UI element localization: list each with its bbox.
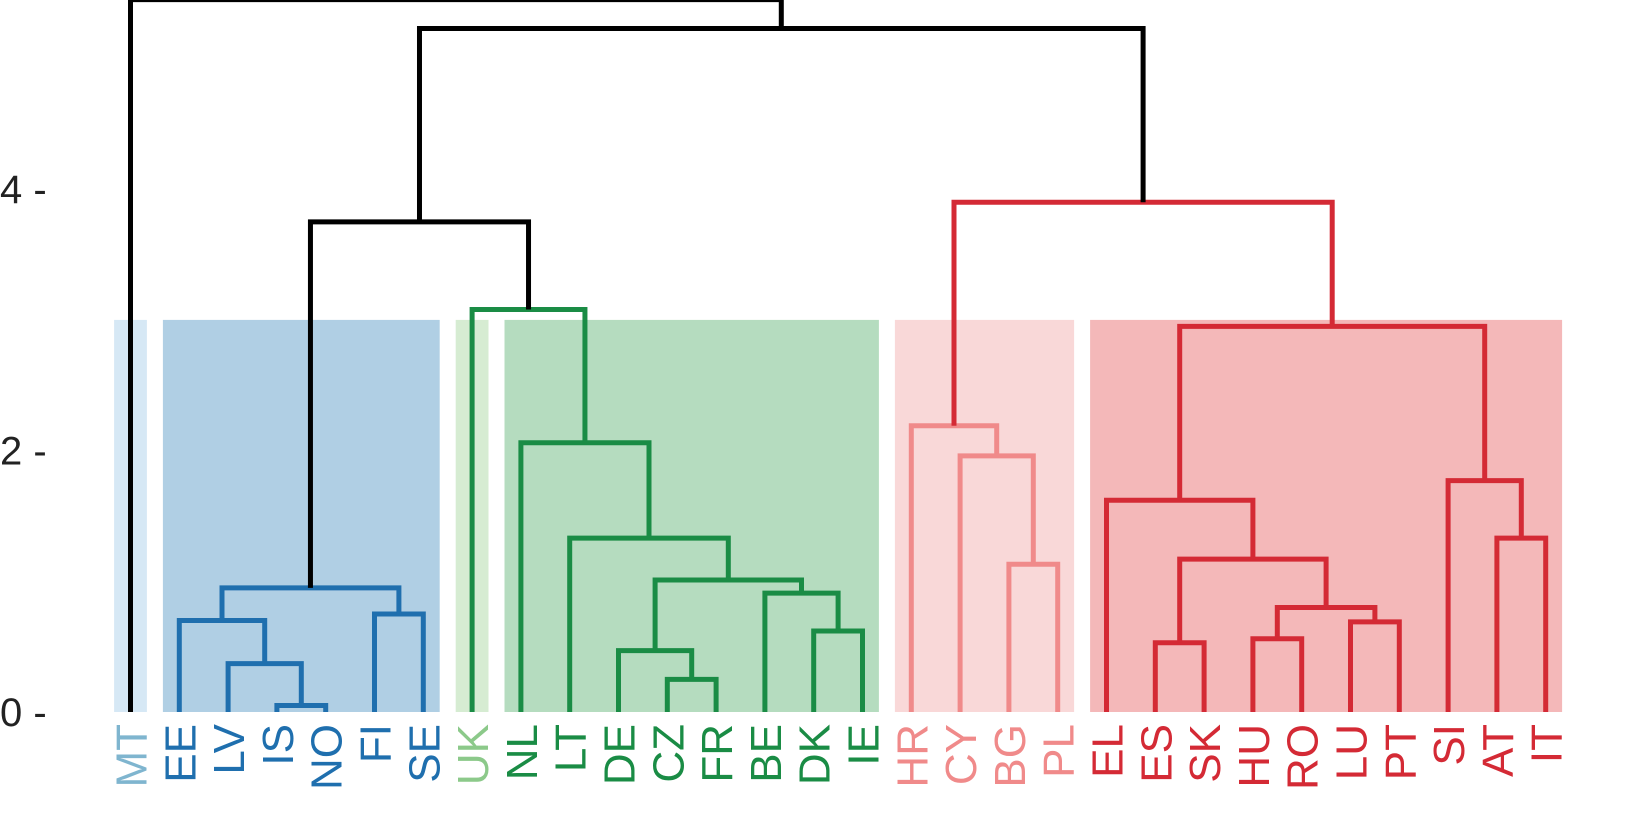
leaf-label-lu: LU xyxy=(1328,724,1377,780)
leaf-label-nl: NL xyxy=(498,724,547,780)
leaf-label-pl: PL xyxy=(1035,724,1084,778)
leaf-label-mt: MT xyxy=(108,724,157,788)
y-tick-label-0: 0 - xyxy=(0,691,47,735)
leaf-label-cy: CY xyxy=(937,724,986,785)
leaf-labels: MT EE LV IS NO FI SE UK NL LT DE CZ FR BE DK IE HR CY BG PL… xyxy=(108,723,1572,790)
leaf-label-lt: LT xyxy=(547,724,596,772)
leaf-label-lv: LV xyxy=(205,723,254,774)
leaf-label-fr: FR xyxy=(693,724,742,783)
leaf-label-ee: EE xyxy=(156,724,205,783)
dendrogram-link-27 xyxy=(416,25,1146,222)
leaf-label-bg: BG xyxy=(986,724,1035,788)
dendrogram-links xyxy=(128,0,1549,712)
leaf-label-no: NO xyxy=(303,724,352,790)
leaf-label-ie: IE xyxy=(840,724,889,766)
leaf-label-at: AT xyxy=(1474,724,1523,777)
leaf-label-uk: UK xyxy=(449,724,498,785)
dendrogram-link-28 xyxy=(128,0,784,712)
leaf-label-de: DE xyxy=(596,724,645,785)
leaf-label-ro: RO xyxy=(1279,724,1328,790)
cluster-band-1 xyxy=(162,319,440,712)
leaf-label-si: SI xyxy=(1425,724,1474,766)
cluster-band-4 xyxy=(894,319,1075,712)
leaf-label-es: ES xyxy=(1132,724,1181,783)
leaf-label-be: BE xyxy=(742,724,791,783)
leaf-label-hu: HU xyxy=(1230,724,1279,788)
leaf-label-is: IS xyxy=(254,724,303,766)
leaf-label-cz: CZ xyxy=(644,724,693,783)
leaf-label-sk: SK xyxy=(1181,724,1230,783)
leaf-label-dk: DK xyxy=(791,724,840,785)
leaf-label-fi: FI xyxy=(352,724,401,763)
y-axis: 0 - 2 - 4 - xyxy=(0,168,47,735)
leaf-label-el: EL xyxy=(1084,724,1133,778)
y-tick-label-2: 2 - xyxy=(0,430,47,474)
cluster-backgrounds xyxy=(114,319,1563,712)
leaf-label-pt: PT xyxy=(1376,724,1425,780)
leaf-label-hr: HR xyxy=(888,724,937,788)
leaf-label-it: IT xyxy=(1523,724,1572,763)
y-tick-label-4: 4 - xyxy=(0,168,47,212)
cluster-band-3 xyxy=(504,319,879,712)
cluster-band-5 xyxy=(1090,319,1563,712)
leaf-label-se: SE xyxy=(400,724,449,783)
